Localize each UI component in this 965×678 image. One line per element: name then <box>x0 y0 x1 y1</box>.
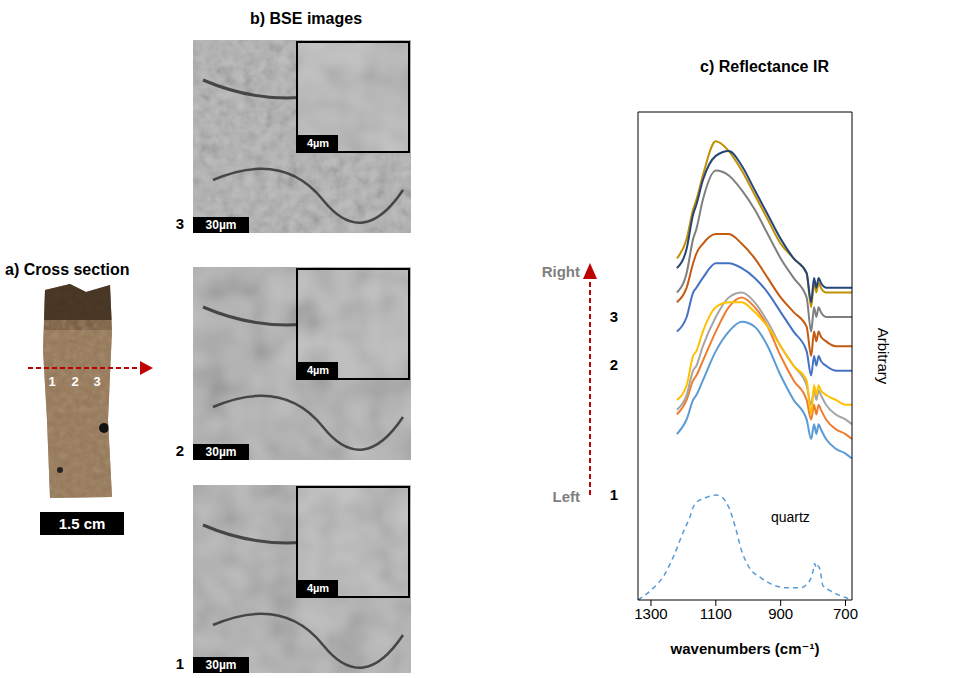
svg-text:4µm: 4µm <box>307 364 329 376</box>
svg-text:2: 2 <box>610 356 618 373</box>
svg-text:2: 2 <box>176 442 184 459</box>
svg-text:a) Cross section: a) Cross section <box>5 261 129 278</box>
svg-text:quartz: quartz <box>771 509 810 525</box>
svg-text:1100: 1100 <box>700 605 732 622</box>
svg-text:3: 3 <box>610 308 618 325</box>
svg-text:Arbitrary: Arbitrary <box>875 328 892 385</box>
svg-text:Right: Right <box>542 263 580 280</box>
svg-text:1300: 1300 <box>634 605 667 622</box>
svg-text:3: 3 <box>93 374 100 389</box>
svg-text:2: 2 <box>71 374 78 389</box>
svg-text:4µm: 4µm <box>307 137 329 149</box>
svg-text:Left: Left <box>553 488 581 505</box>
svg-text:1: 1 <box>176 655 184 672</box>
svg-text:30µm: 30µm <box>206 445 237 459</box>
svg-text:1: 1 <box>48 374 55 389</box>
svg-text:30µm: 30µm <box>206 658 237 672</box>
svg-text:1: 1 <box>610 486 618 503</box>
svg-text:b) BSE images: b) BSE images <box>250 10 362 27</box>
svg-text:900: 900 <box>768 605 793 622</box>
svg-text:700: 700 <box>833 605 858 622</box>
svg-text:wavenumbers (cm⁻¹): wavenumbers (cm⁻¹) <box>670 640 820 657</box>
svg-text:4µm: 4µm <box>307 582 329 594</box>
svg-text:1.5 cm: 1.5 cm <box>59 515 106 532</box>
svg-text:30µm: 30µm <box>206 218 237 232</box>
svg-text:3: 3 <box>176 215 184 232</box>
svg-text:c) Reflectance IR: c) Reflectance IR <box>700 58 829 75</box>
